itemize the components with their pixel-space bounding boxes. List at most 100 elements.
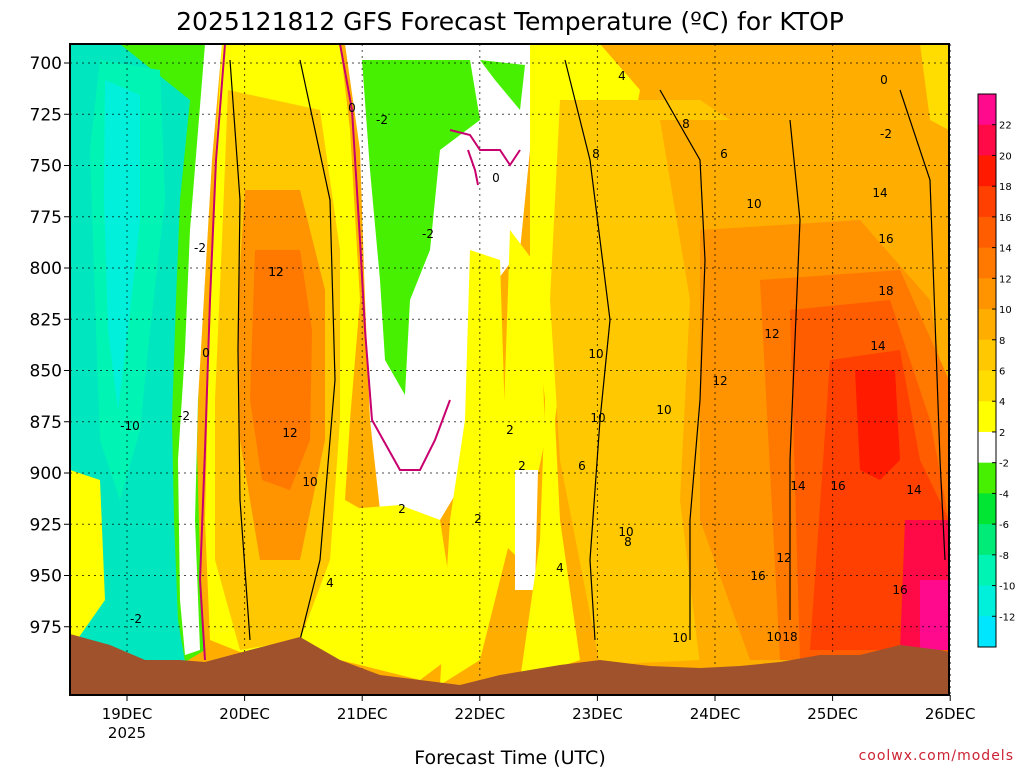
yellow-22dec bbox=[440, 250, 520, 685]
colorbar-segment bbox=[978, 401, 996, 433]
cold-core-inner bbox=[104, 80, 140, 410]
contour-label: 4 bbox=[326, 576, 334, 590]
yellow-top-right bbox=[920, 44, 949, 130]
colorbar-segment bbox=[978, 431, 996, 464]
contour-label: 16 bbox=[892, 583, 907, 597]
isotherm-20dec-a bbox=[229, 59, 251, 641]
isotherm-20dec-b bbox=[299, 59, 336, 641]
y-tick-label: 750 bbox=[30, 157, 62, 177]
contour-label: 12 bbox=[268, 265, 283, 279]
contour-label: 14 bbox=[872, 186, 887, 200]
y-tick-label: 725 bbox=[30, 105, 62, 125]
colorbar-segment bbox=[978, 493, 996, 525]
contour-label: 2 bbox=[518, 459, 526, 473]
yellow-west bbox=[70, 470, 105, 650]
x-tick-label: 21DEC bbox=[337, 705, 388, 723]
colorbar-segment bbox=[978, 524, 996, 556]
contour-label: 16 bbox=[750, 569, 765, 583]
contour-label: 18 bbox=[878, 284, 893, 298]
colorbar-segment bbox=[978, 309, 996, 341]
colorbar-tick-label: 4 bbox=[999, 397, 1005, 408]
zero-line-west bbox=[198, 43, 226, 661]
green-21dec bbox=[362, 60, 480, 395]
contour-label: -2 bbox=[880, 127, 892, 141]
y-tick-label: 775 bbox=[30, 208, 62, 228]
x-tick-label: 26DEC bbox=[925, 705, 976, 723]
green-22dec bbox=[480, 60, 525, 110]
colorbar-segment bbox=[978, 462, 996, 494]
contour-label: 0 bbox=[880, 73, 888, 87]
contour-label: 12 bbox=[282, 426, 297, 440]
colorbar-segment bbox=[978, 186, 996, 218]
magenta-26dec bbox=[920, 580, 949, 650]
colorbar-segment bbox=[978, 216, 996, 249]
contour-label: 2 bbox=[506, 423, 514, 437]
colorbar-segment bbox=[978, 339, 996, 371]
contour-label: 12 bbox=[712, 374, 727, 388]
contour-label: 10 bbox=[590, 411, 605, 425]
zero-line-22dec bbox=[449, 129, 521, 167]
colorbar: 22 20 18 16 14 12 10 8 6 4 2 -2 -4 -6 -8 -10 -12 bbox=[977, 93, 1015, 648]
colorbar-tick-label: 12 bbox=[999, 274, 1012, 285]
plot-frame bbox=[69, 43, 950, 696]
contour-label: -10 bbox=[120, 419, 140, 433]
white-22dec-lower bbox=[515, 470, 538, 590]
colorbar-tick-label: 6 bbox=[999, 367, 1005, 378]
contour-label: 8 bbox=[624, 535, 632, 549]
y-tick-label: 825 bbox=[30, 310, 62, 330]
y-tick-label: 975 bbox=[30, 618, 62, 638]
terrain bbox=[70, 634, 949, 695]
colorbar-tick-label: -4 bbox=[999, 489, 1009, 500]
y-tick-label: 850 bbox=[30, 362, 62, 382]
colorbar-tick-label: -6 bbox=[999, 520, 1009, 531]
contour-label: 2 bbox=[474, 512, 482, 526]
x-tick-year: 2025 bbox=[108, 724, 146, 742]
colorbar-tick-label: -12 bbox=[999, 612, 1015, 623]
contour-label: 14 bbox=[790, 479, 805, 493]
contour-label: 12 bbox=[764, 327, 779, 341]
colorbar-tick-label: 10 bbox=[999, 305, 1012, 316]
contour-label: 6 bbox=[578, 459, 586, 473]
contour-label: 14 bbox=[906, 483, 921, 497]
y-tick-label: 800 bbox=[30, 259, 62, 279]
gridlines bbox=[70, 44, 951, 695]
x-axis-label: Forecast Time (UTC) bbox=[414, 747, 605, 768]
contour-label: 10 bbox=[618, 525, 633, 539]
zero-line-21dec bbox=[339, 43, 451, 471]
x-tick-label: 19DEC bbox=[102, 705, 153, 723]
y-tick-label: 925 bbox=[30, 515, 62, 535]
yellow-21dec-lower bbox=[330, 505, 460, 680]
colorbar-tick-label: 14 bbox=[999, 244, 1012, 255]
contour-label: 14 bbox=[870, 339, 885, 353]
y-tick-label: 950 bbox=[30, 567, 62, 587]
isotherm-24dec bbox=[659, 89, 706, 640]
zero-line-22dec-b bbox=[467, 149, 479, 186]
contour-label: 10 bbox=[672, 631, 687, 645]
credit-text: coolwx.com/models bbox=[859, 748, 1014, 764]
contour-lines bbox=[198, 43, 946, 661]
colorbar-segment bbox=[978, 585, 996, 617]
red-25dec-core bbox=[855, 370, 900, 480]
contour-label: -2 bbox=[422, 227, 434, 241]
colorbar-segment bbox=[978, 554, 996, 587]
x-tick-label: 20DEC bbox=[219, 705, 270, 723]
contour-label: 10 bbox=[766, 630, 781, 644]
colorbar-segment bbox=[978, 94, 996, 126]
contour-label: 18 bbox=[782, 630, 797, 644]
contour-label: -2 bbox=[376, 113, 388, 127]
contour-label: 0 bbox=[202, 346, 210, 360]
colorbar-tick-label: 16 bbox=[999, 213, 1012, 224]
contour-label: 16 bbox=[830, 479, 845, 493]
y-tick-label: 700 bbox=[30, 54, 62, 74]
contour-label: 16 bbox=[878, 232, 893, 246]
colorbar-tick-label: -2 bbox=[999, 459, 1009, 470]
colorbar-segment bbox=[978, 124, 996, 156]
x-tick-label: 24DEC bbox=[690, 705, 741, 723]
isotherm-26dec bbox=[899, 89, 946, 561]
contour-label: 10 bbox=[746, 197, 761, 211]
contour-label: -2 bbox=[194, 241, 206, 255]
chart-title: 2025121812 GFS Forecast Temperature (ºC)… bbox=[176, 7, 844, 36]
contour-label: 10 bbox=[302, 475, 317, 489]
